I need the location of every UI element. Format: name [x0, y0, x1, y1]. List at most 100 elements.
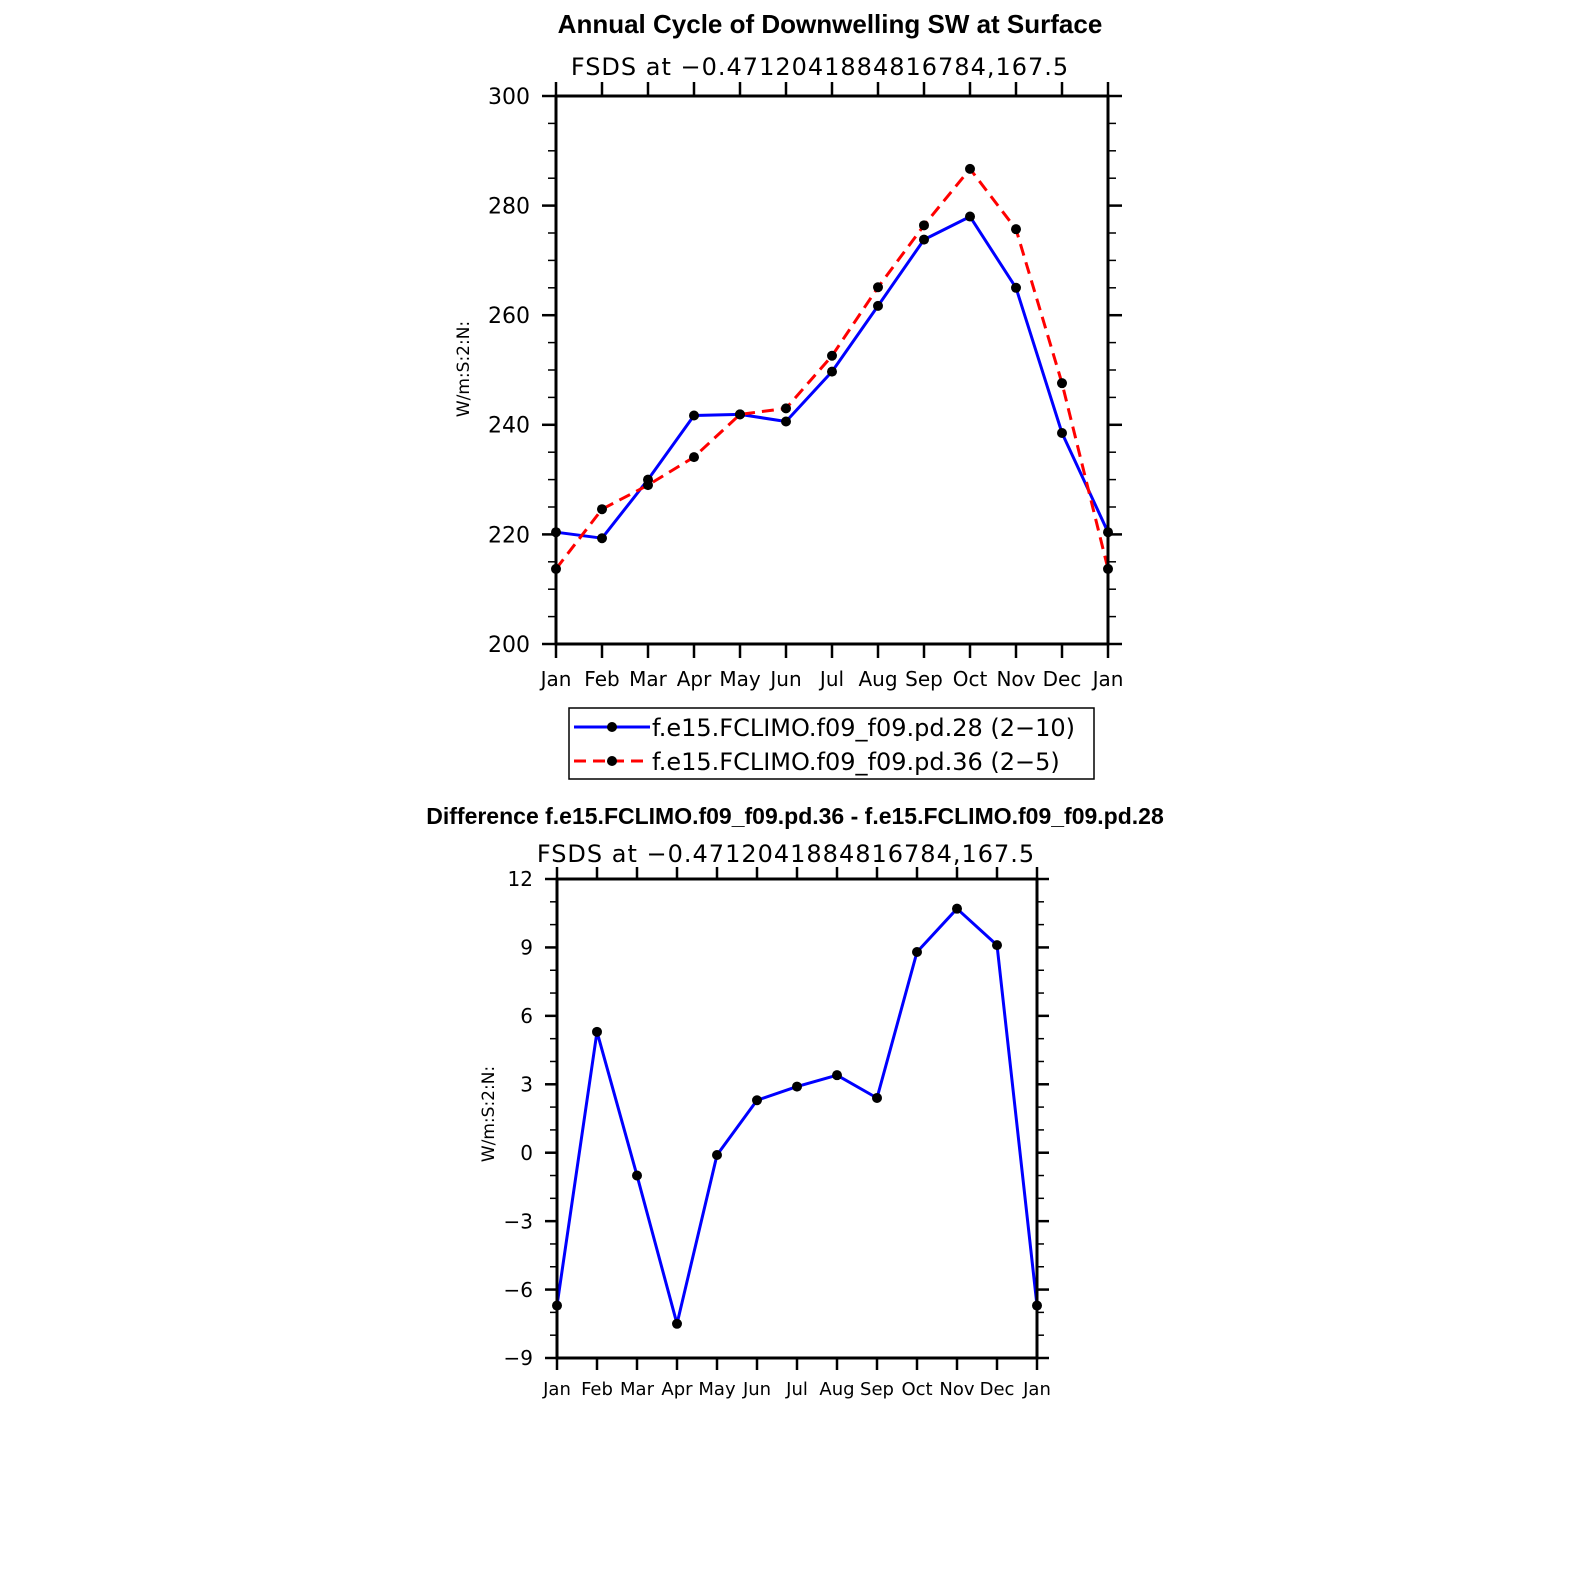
y-tick-label: 200 — [488, 633, 530, 658]
marker-layer — [551, 163, 1113, 574]
x-tick-label: Jul — [785, 1379, 808, 1400]
x-tick-label: Oct — [953, 667, 988, 691]
x-tick-label: Dec — [980, 1379, 1015, 1400]
chart-subtitle: FSDS at −0.4712041884816784,167.5 — [571, 53, 1069, 81]
plot-frame — [555, 877, 1039, 1360]
y-tick-label: 260 — [488, 304, 530, 329]
data-point-s1-6 — [827, 366, 837, 377]
data-point-s1-5 — [781, 416, 791, 427]
chart-title: Difference f.e15.FCLIMO.f09_f09.pd.36 - … — [426, 803, 1164, 829]
x-tick-label: May — [698, 1379, 736, 1400]
y-tick-label: −9 — [504, 1346, 533, 1370]
x-tick-label: Feb — [581, 1379, 613, 1400]
x-tick-label: Sep — [860, 1379, 894, 1400]
tick-label-layer: Jan Feb Mar Apr May Jun Jul Aug Sep Oct Nov Dec Jan−… — [504, 867, 1051, 1400]
y-axis-label: W/m:S:2:N: — [454, 321, 474, 417]
x-tick-label: Feb — [584, 667, 619, 691]
x-tick-label: Dec — [1043, 667, 1082, 691]
legend-label-2: f.e15.FCLIMO.f09_f09.pd.36 (2−5) — [652, 748, 1060, 776]
x-tick-label: Jan — [542, 1379, 571, 1400]
data-point-s2-8 — [919, 220, 929, 231]
data-point-s2-9 — [965, 163, 975, 174]
y-tick-label: 240 — [488, 414, 530, 439]
chart-subtitle: FSDS at −0.4712041884816784,167.5 — [537, 840, 1035, 868]
x-tick-label: Mar — [620, 1379, 655, 1400]
tick-label-layer: Jan Feb Mar Apr May Jun Jul Aug Sep Oct Nov Dec Jan 2… — [488, 85, 1123, 691]
x-tick-label: Aug — [819, 1379, 854, 1400]
legend-item-2: f.e15.FCLIMO.f09_f09.pd.36 (2−5) — [574, 748, 1060, 776]
data-point-s1-6 — [792, 1081, 802, 1092]
annual-cycle-panel: Annual Cycle of Downwelling SW at Surfac… — [454, 9, 1123, 780]
data-point-s2-2 — [643, 480, 653, 491]
data-point-s1-8 — [919, 234, 929, 245]
y-tick-label: 300 — [488, 85, 530, 110]
data-point-s1-12 — [1103, 527, 1113, 538]
difference-panel: Difference f.e15.FCLIMO.f09_f09.pd.36 - … — [426, 803, 1164, 1400]
y-tick-label: 0 — [520, 1141, 533, 1165]
x-tick-label: Jan — [539, 667, 572, 691]
y-axis-label: W/m:S:2:N: — [479, 1066, 499, 1162]
data-point-s1-8 — [872, 1092, 882, 1103]
x-tick-label: Apr — [661, 1379, 693, 1400]
data-point-s1-0 — [551, 527, 561, 538]
x-tick-label: Jan — [1022, 1379, 1051, 1400]
x-tick-label: Aug — [858, 667, 897, 691]
y-tick-label: 6 — [520, 1004, 533, 1028]
data-point-s1-10 — [1011, 282, 1021, 293]
plot-frame — [554, 94, 1110, 646]
x-tick-label: Oct — [901, 1379, 932, 1400]
data-point-s1-3 — [689, 410, 699, 421]
y-tick-label: −6 — [504, 1278, 533, 1302]
y-tick-label: 9 — [520, 936, 533, 960]
data-point-s1-3 — [672, 1318, 682, 1329]
x-tick-label: Mar — [629, 667, 668, 691]
legend: f.e15.FCLIMO.f09_f09.pd.28 (2−10) f.e15.… — [568, 707, 1095, 780]
legend-marker-1 — [607, 722, 617, 732]
data-point-s2-11 — [1057, 378, 1067, 389]
x-tick-label: Jun — [768, 667, 801, 691]
data-point-s1-1 — [597, 533, 607, 544]
x-tick-label: Jun — [742, 1379, 771, 1400]
data-point-s2-5 — [781, 403, 791, 414]
data-point-s2-12 — [1103, 563, 1113, 574]
data-point-s2-6 — [827, 350, 837, 361]
data-point-s1-0 — [552, 1300, 562, 1311]
y-tick-label: 280 — [488, 195, 530, 220]
x-tick-label: Jan — [1091, 667, 1124, 691]
data-point-s2-0 — [551, 563, 561, 574]
data-point-s1-7 — [832, 1070, 842, 1081]
legend-marker-2 — [607, 756, 617, 766]
data-point-s1-5 — [752, 1095, 762, 1106]
x-tick-label: Nov — [996, 667, 1035, 691]
data-point-s2-4 — [735, 409, 745, 420]
data-point-s1-9 — [965, 211, 975, 222]
x-tick-label: May — [719, 667, 761, 691]
data-point-s1-11 — [1057, 428, 1067, 439]
data-point-s2-1 — [597, 504, 607, 515]
x-tick-label: Sep — [905, 667, 943, 691]
data-point-s1-12 — [1032, 1300, 1042, 1311]
data-point-s1-10 — [952, 903, 962, 914]
data-point-s2-10 — [1011, 224, 1021, 235]
data-point-s2-7 — [873, 282, 883, 293]
data-point-s2-3 — [689, 452, 699, 463]
y-tick-label: −3 — [504, 1209, 533, 1233]
y-tick-label: 12 — [508, 867, 533, 891]
data-point-s1-9 — [912, 946, 922, 957]
data-point-s1-4 — [712, 1149, 722, 1160]
x-tick-label: Apr — [677, 667, 712, 691]
y-tick-label: 220 — [488, 523, 530, 548]
data-point-s1-11 — [992, 940, 1002, 951]
data-point-s1-2 — [632, 1170, 642, 1181]
tick-layer — [542, 82, 1122, 658]
legend-item-1: f.e15.FCLIMO.f09_f09.pd.28 (2−10) — [574, 714, 1075, 742]
y-tick-label: 3 — [520, 1072, 533, 1096]
legend-box — [568, 707, 1095, 780]
data-point-s1-1 — [592, 1026, 602, 1037]
data-point-s1-7 — [873, 300, 883, 311]
marker-layer — [552, 903, 1042, 1329]
legend-label-1: f.e15.FCLIMO.f09_f09.pd.28 (2−10) — [652, 714, 1075, 742]
x-tick-label: Nov — [939, 1379, 974, 1400]
